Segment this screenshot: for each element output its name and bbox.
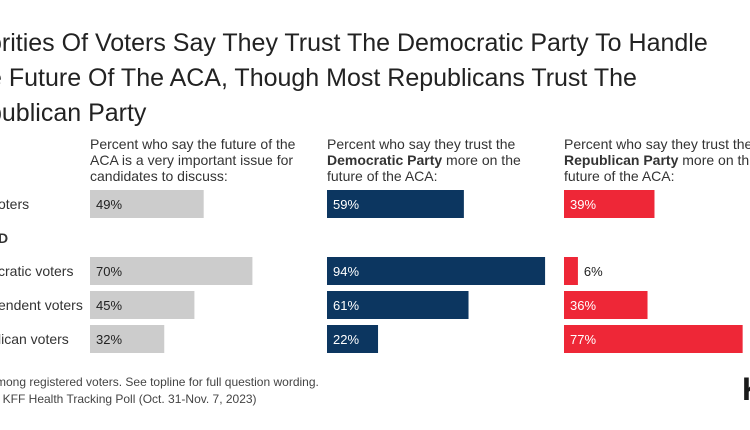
chart-footer: Among registered voters. See topline for… bbox=[0, 374, 319, 408]
column-header-democratic-line: Percent who say they trust the bbox=[327, 136, 516, 152]
row-label-republican: lican voters bbox=[0, 331, 69, 347]
data-label-importance: 49% bbox=[96, 197, 122, 212]
republican-party-emphasis: Republican Party bbox=[564, 152, 679, 168]
bar-republican bbox=[564, 291, 648, 319]
bar-importance bbox=[90, 325, 165, 353]
bar-democratic bbox=[327, 325, 379, 353]
chart-title-line-3: publican Party bbox=[0, 99, 147, 127]
column-header-democratic-line: future of the ACA: bbox=[327, 168, 438, 184]
column-header-importance-line: ACA is a very important issue for bbox=[90, 152, 294, 168]
source-note: E: KFF Health Tracking Poll (Oct. 31-Nov… bbox=[0, 392, 257, 406]
bar-republican bbox=[564, 325, 743, 353]
data-label-republican: 36% bbox=[570, 298, 596, 313]
column-header-republican-line: future of the ACA: bbox=[564, 168, 675, 184]
column-header-republican-line: Percent who say they trust the bbox=[564, 136, 750, 152]
column-header-republican-rest: more on th bbox=[678, 152, 750, 168]
column-header-importance-line: candidates to discuss: bbox=[90, 168, 228, 184]
bar-importance bbox=[90, 190, 204, 218]
bar-importance bbox=[90, 291, 195, 319]
data-label-republican: 39% bbox=[570, 197, 596, 212]
column-header-republican-line: Republican Party more on th bbox=[564, 152, 750, 168]
bar-republican bbox=[564, 190, 655, 218]
column-header-importance: Percent who say the future of the ACA is… bbox=[90, 136, 295, 184]
data-label-importance: 32% bbox=[96, 332, 122, 347]
chart-title: orities Of Voters Say They Trust The Dem… bbox=[0, 26, 750, 131]
data-label-democratic: 94% bbox=[333, 264, 359, 279]
column-header-democratic: Percent who say they trust the Democrati… bbox=[327, 136, 521, 184]
bar-republican bbox=[564, 257, 578, 285]
row-label-group-header: D bbox=[0, 230, 9, 246]
column-header-democratic-line: Democratic Party more on the bbox=[327, 152, 521, 168]
column-header-democratic-rest: more on the bbox=[442, 152, 521, 168]
row-label-democratic: cratic voters bbox=[0, 263, 74, 279]
column-header-importance-line: Percent who say the future of the bbox=[90, 136, 296, 152]
data-label-democratic: 59% bbox=[333, 197, 359, 212]
chart-title-line-1: orities Of Voters Say They Trust The Dem… bbox=[0, 29, 708, 57]
bar-importance bbox=[90, 257, 253, 285]
data-label-importance: 70% bbox=[96, 264, 122, 279]
data-label-democratic: 61% bbox=[333, 298, 359, 313]
bar-democratic bbox=[327, 190, 464, 218]
data-label-democratic: 22% bbox=[333, 332, 359, 347]
row-label-independent: endent voters bbox=[0, 297, 83, 313]
democratic-party-emphasis: Democratic Party bbox=[327, 152, 443, 168]
data-label-republican: 6% bbox=[584, 264, 603, 279]
bar-democratic bbox=[327, 291, 469, 319]
data-label-republican: 77% bbox=[570, 332, 596, 347]
kff-logo: K bbox=[742, 372, 750, 406]
chart-title-line-2: e Future Of The ACA, Though Most Republi… bbox=[0, 64, 637, 92]
data-label-importance: 45% bbox=[96, 298, 122, 313]
row-label-total: oters bbox=[0, 196, 30, 212]
footnote: Among registered voters. See topline for… bbox=[0, 375, 319, 389]
column-header-republican: Percent who say they trust the Republica… bbox=[564, 136, 750, 184]
bar-democratic bbox=[327, 257, 546, 285]
